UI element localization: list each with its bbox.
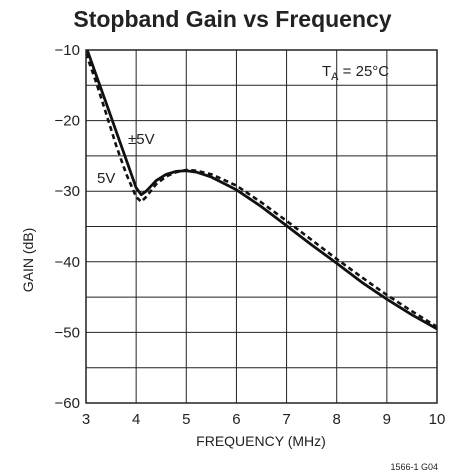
y-tick-label: −10 bbox=[55, 42, 80, 59]
series-line-dual-supply bbox=[86, 53, 437, 328]
x-tick-label: 5 bbox=[182, 411, 190, 428]
condition-main: T bbox=[322, 63, 331, 80]
temperature-condition: TA = 25°C bbox=[322, 63, 389, 83]
x-tick-label: 9 bbox=[383, 411, 391, 428]
x-tick-labels: 3 4 5 6 7 8 9 10 bbox=[82, 411, 446, 428]
x-tick-label: 4 bbox=[132, 411, 140, 428]
x-axis-label: FREQUENCY (MHz) bbox=[196, 433, 326, 449]
x-tick-label: 8 bbox=[333, 411, 341, 428]
series-line-single-supply bbox=[86, 50, 437, 331]
y-tick-label: −30 bbox=[55, 183, 80, 200]
y-tick-label: −60 bbox=[55, 395, 80, 412]
figure-id: 1566-1 G04 bbox=[390, 462, 438, 472]
grid bbox=[85, 49, 438, 404]
condition-sub: A bbox=[331, 71, 339, 83]
condition-rest: = 25°C bbox=[339, 63, 390, 80]
y-tick-label: −20 bbox=[55, 113, 80, 130]
x-tick-label: 6 bbox=[232, 411, 240, 428]
y-tick-labels: −10 −20 −30 −40 −50 −60 bbox=[55, 42, 80, 412]
plot-frame bbox=[85, 49, 438, 404]
y-tick-label: −50 bbox=[55, 324, 80, 341]
x-tick-label: 10 bbox=[429, 411, 446, 428]
y-axis-label: GAIN (dB) bbox=[20, 228, 36, 293]
x-tick-label: 7 bbox=[282, 411, 290, 428]
series-group bbox=[86, 50, 437, 331]
x-tick-label: 3 bbox=[82, 411, 90, 428]
chart-title: Stopband Gain vs Frequency bbox=[73, 6, 392, 32]
y-tick-label: −40 bbox=[55, 254, 80, 271]
label-single-supply: 5V bbox=[97, 170, 115, 187]
label-dual-supply: ±5V bbox=[128, 131, 155, 148]
